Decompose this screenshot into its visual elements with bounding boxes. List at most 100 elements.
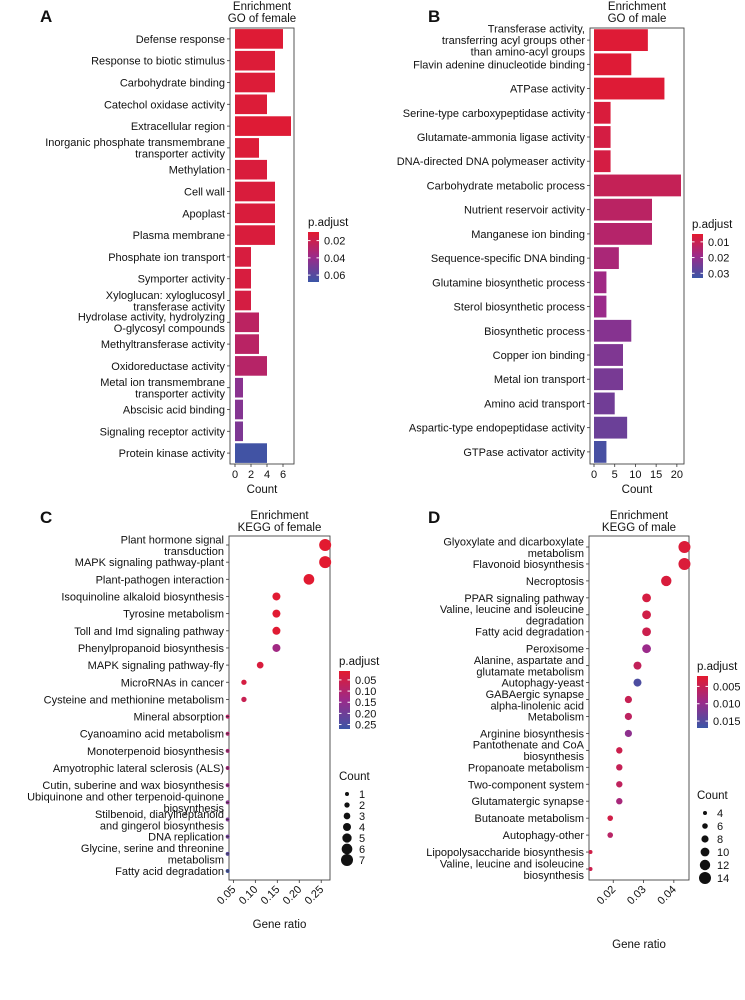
category-label: biosynthesis xyxy=(523,751,584,763)
colorbar-tick-label: 0.25 xyxy=(355,720,376,732)
category-label: transporter activity xyxy=(135,388,225,400)
category-label: biosynthesis xyxy=(163,803,224,815)
count-legend-label: 6 xyxy=(717,821,723,833)
data-point xyxy=(624,729,632,738)
category-label: Cutin, suberine and wax biosynthesis xyxy=(42,780,224,792)
x-tick-label: 20 xyxy=(671,469,683,481)
data-point xyxy=(616,764,623,771)
bar xyxy=(594,126,611,148)
category-label: transduction xyxy=(164,546,224,558)
bar xyxy=(235,72,275,93)
category-label: Mineral absorption xyxy=(134,712,225,724)
category-label: Abscisic acid binding xyxy=(123,405,225,417)
category-label: Lipopolysaccharide biosynthesis xyxy=(426,847,584,859)
category-label: Isoquinoline alkaloid biosynthesis xyxy=(61,591,224,603)
category-label: Flavin adenine dinucleotide binding xyxy=(413,59,585,71)
data-point xyxy=(256,661,264,669)
bar xyxy=(594,271,607,294)
category-label: Extracellular region xyxy=(131,121,225,133)
data-point xyxy=(588,850,593,855)
plot-frame xyxy=(589,27,685,465)
chart-title: Enrichment xyxy=(233,1,292,13)
bar xyxy=(235,138,259,158)
category-label: Butanoate metabolism xyxy=(475,813,584,825)
category-label: transporter activity xyxy=(135,149,225,161)
count-legend-label: 14 xyxy=(717,873,729,885)
x-tick-label: 0.20 xyxy=(281,884,305,908)
category-label: metabolism xyxy=(168,855,224,867)
category-label: Autophagy-other xyxy=(503,830,585,842)
category-label: PPAR signaling pathway xyxy=(464,593,584,605)
count-legend-label: 3 xyxy=(359,811,365,823)
data-point xyxy=(241,696,247,703)
category-label: Two-component system xyxy=(468,779,584,791)
category-label: DNA replication xyxy=(148,832,224,844)
count-legend-dot xyxy=(699,872,711,884)
colorbar xyxy=(697,676,708,728)
category-label: Flavonoid biosynthesis xyxy=(473,559,585,571)
colorbar-tick-label: 0.005 xyxy=(713,681,741,693)
colorbar-tick-label: 0.02 xyxy=(324,236,345,248)
bar xyxy=(594,53,632,76)
chart-title: Enrichment xyxy=(610,510,669,522)
bar xyxy=(235,94,267,115)
category-label: GABAergic synapse xyxy=(486,689,584,701)
legend-title: p.adjust xyxy=(697,661,738,673)
category-label: Propanoate metabolism xyxy=(468,762,584,774)
count-legend-label: 1 xyxy=(359,789,365,801)
chart-title: Enrichment xyxy=(608,1,667,13)
bar xyxy=(594,29,648,52)
bar xyxy=(594,319,632,342)
data-point xyxy=(642,627,651,637)
category-label: Signaling receptor activity xyxy=(100,426,226,438)
colorbar-tick-label: 0.04 xyxy=(324,253,345,265)
data-point xyxy=(624,695,632,704)
bar xyxy=(235,181,275,202)
data-point xyxy=(616,747,623,754)
category-label: Autophagy-yeast xyxy=(501,678,584,690)
chart-title: GO of male xyxy=(608,13,667,25)
data-point xyxy=(272,592,281,601)
category-label: MicroRNAs in cancer xyxy=(121,677,225,689)
category-label: MAPK signaling pathway-plant xyxy=(75,557,224,569)
data-point xyxy=(616,798,623,805)
panel-letter: A xyxy=(40,7,52,26)
colorbar xyxy=(692,234,703,278)
count-legend-label: 8 xyxy=(717,834,723,846)
count-legend-label: 2 xyxy=(359,800,365,812)
bar xyxy=(235,377,243,398)
category-label: Ubiquinone and other terpenoid-quinone xyxy=(27,792,224,804)
data-point xyxy=(319,556,332,569)
x-axis-label: Gene ratio xyxy=(253,919,307,931)
legend-title: p.adjust xyxy=(339,656,380,668)
category-label: Carbohydrate metabolic process xyxy=(427,180,586,192)
count-legend-dot xyxy=(343,823,351,831)
bar xyxy=(594,174,681,197)
category-label: Carbohydrate binding xyxy=(120,78,225,90)
category-label: transferring acyl groups other xyxy=(442,35,585,47)
bar xyxy=(235,116,291,136)
category-label: and gingerol biosynthesis xyxy=(100,820,225,832)
bar xyxy=(594,150,611,173)
category-label: Symporter activity xyxy=(138,274,226,286)
category-label: Glutamatergic synapse xyxy=(472,796,585,808)
data-point xyxy=(624,712,632,721)
category-label: Manganese ion binding xyxy=(471,229,585,241)
category-label: Serine-type carboxypeptidase activity xyxy=(403,108,586,120)
category-label: Sterol biosynthetic process xyxy=(454,302,586,314)
category-label: Fatty acid degradation xyxy=(475,627,584,639)
x-tick-label: 0.04 xyxy=(655,884,679,908)
x-tick-label: 0 xyxy=(232,469,238,481)
bar xyxy=(594,392,615,415)
x-axis-label: Gene ratio xyxy=(612,939,666,951)
x-tick-label: 6 xyxy=(280,469,286,481)
plot-frame xyxy=(228,535,331,881)
colorbar xyxy=(339,671,350,729)
category-label: Phenylpropanoid biosynthesis xyxy=(78,643,225,655)
category-label: Tyrosine metabolism xyxy=(123,609,224,621)
colorbar-tick-label: 0.015 xyxy=(713,716,741,728)
category-label: Plant hormone signal xyxy=(121,534,224,546)
category-label: Inorganic phosphate transmembrane xyxy=(45,137,225,149)
category-label: Amyotrophic lateral sclerosis (ALS) xyxy=(53,763,224,775)
